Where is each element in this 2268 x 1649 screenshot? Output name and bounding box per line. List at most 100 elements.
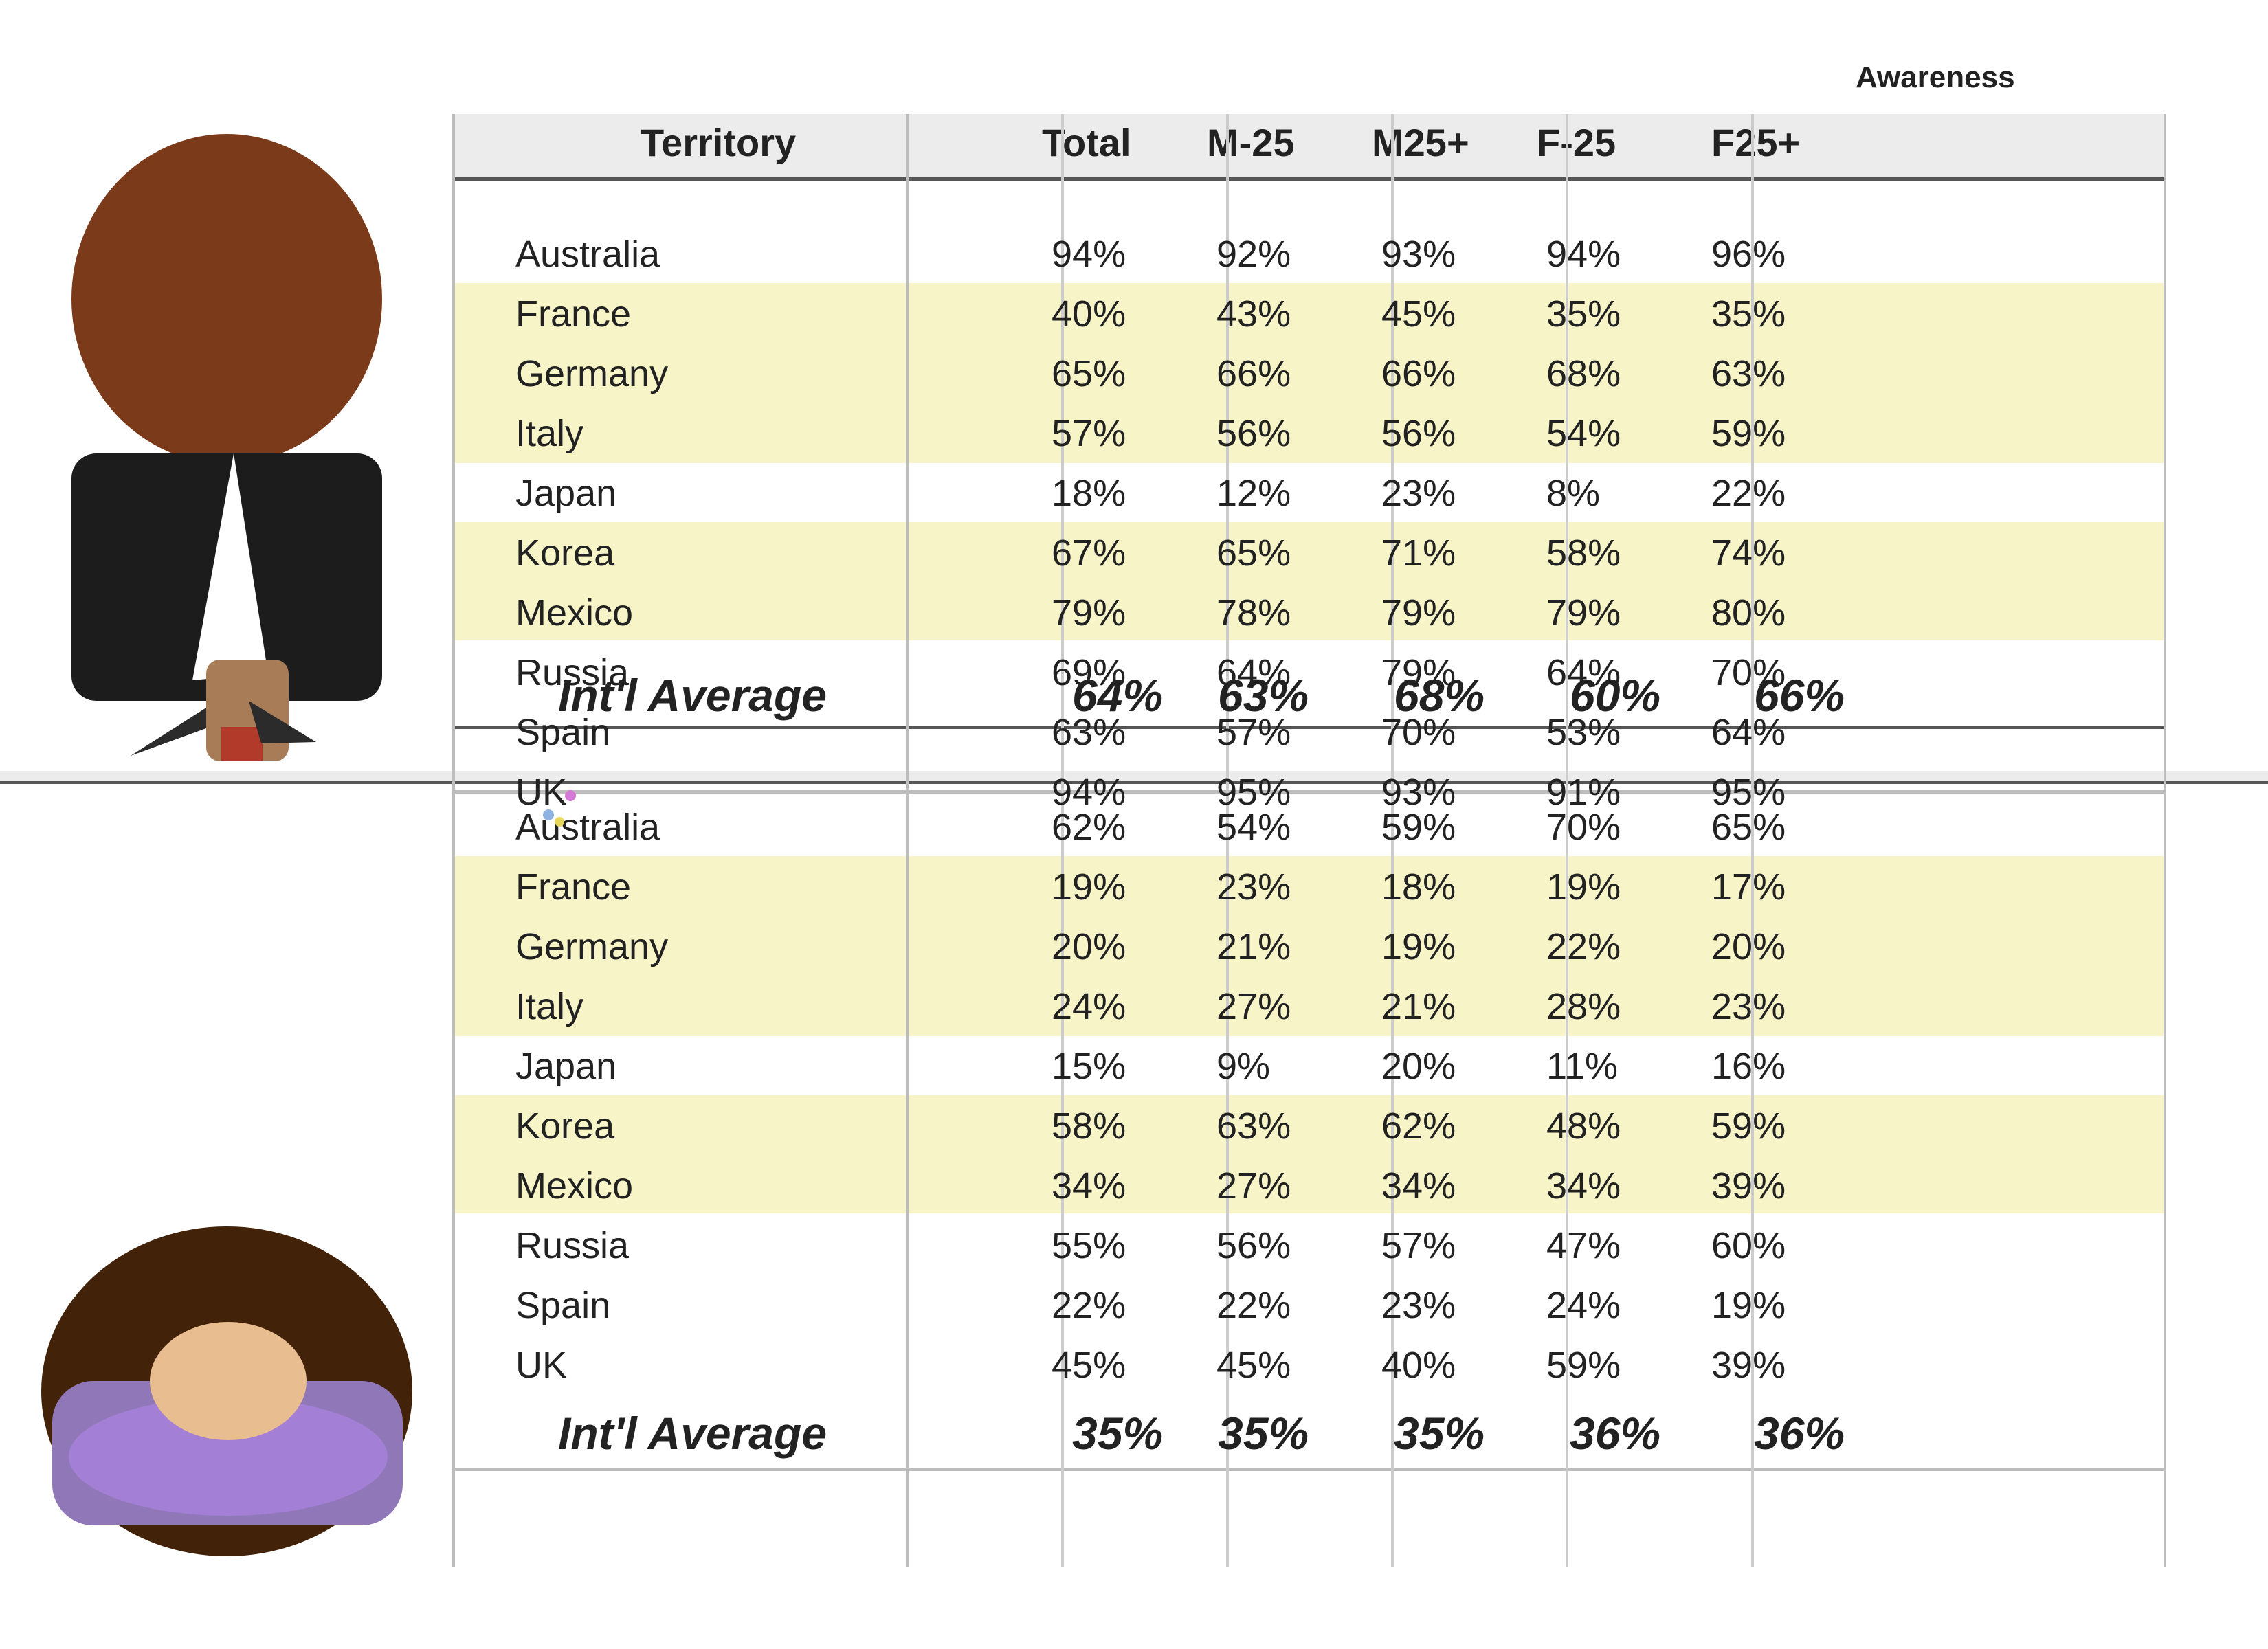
grid-line-left <box>452 114 455 1567</box>
table-cell-value: 94% <box>1546 234 1621 275</box>
table-cell-value: 69% <box>1052 652 1126 693</box>
table-cell-value: 45% <box>1216 1345 1291 1386</box>
average-value: 64% <box>1072 670 1164 721</box>
average-value: 36% <box>1754 1408 1845 1459</box>
table-cell-value: 63% <box>1052 712 1126 753</box>
average-value: 35% <box>1218 1408 1309 1459</box>
table-cell-value: 70% <box>1381 712 1456 753</box>
grid-line-f25 <box>1566 114 1568 1567</box>
table-cell-value: 54% <box>1546 413 1621 454</box>
table-cell-value: 78% <box>1216 592 1291 633</box>
table-cell-value: 67% <box>1052 532 1126 574</box>
table-row-territory: Japan <box>515 473 617 514</box>
table-cell-value: 27% <box>1216 1165 1291 1207</box>
table-row-territory: France <box>515 293 632 335</box>
table-cell-value: 18% <box>1381 866 1456 908</box>
table-cell-value: 27% <box>1216 986 1291 1027</box>
table-cell-value: 35% <box>1711 293 1786 335</box>
table-cell-value: 21% <box>1381 986 1456 1027</box>
grid-line-m25 <box>1226 114 1229 1567</box>
table-cell-value: 39% <box>1711 1165 1786 1207</box>
table-cell-value: 58% <box>1546 532 1621 574</box>
table-cell-value: 64% <box>1216 652 1291 693</box>
header-rule <box>455 177 2166 181</box>
table-cell-value: 20% <box>1711 926 1786 967</box>
table-cell-value: 23% <box>1381 1285 1456 1326</box>
table-cell-value: 70% <box>1546 807 1621 848</box>
table-row-territory: Australia <box>515 234 660 275</box>
table-cell-value: 65% <box>1216 532 1291 574</box>
row-highlight-band <box>455 1095 2166 1213</box>
table-cell-value: 70% <box>1711 652 1786 693</box>
table-row-territory: Mexico <box>515 1165 634 1207</box>
average-label: Int'l Average <box>558 670 827 721</box>
table-cell-value: 74% <box>1711 532 1786 574</box>
table-cell-value: 22% <box>1546 926 1621 967</box>
table-cell-value: 11% <box>1546 1046 1619 1087</box>
average-value: 66% <box>1754 670 1845 721</box>
table-cell-value: 24% <box>1052 986 1126 1027</box>
table-cell-value: 34% <box>1546 1165 1621 1207</box>
table-cell-value: 35% <box>1546 293 1621 335</box>
table-cell-value: 19% <box>1711 1285 1786 1326</box>
table-cell-value: 53% <box>1546 712 1621 753</box>
row-highlight-band <box>455 522 2166 640</box>
table-cell-value: 59% <box>1711 1106 1786 1147</box>
header-total: Total <box>1042 121 1131 164</box>
section-divider-band <box>0 771 2268 782</box>
table-cell-value: 62% <box>1052 807 1126 848</box>
header-territory: Territory <box>641 121 797 164</box>
table-cell-value: 55% <box>1052 1225 1126 1266</box>
table-cell-value: 95% <box>1216 772 1291 813</box>
table-cell-value: 62% <box>1381 1106 1456 1147</box>
table-cell-value: 79% <box>1381 592 1456 633</box>
table-cell-value: 79% <box>1546 592 1621 633</box>
table-row-territory: Japan <box>515 1046 617 1087</box>
table-row-territory: UK <box>515 772 568 813</box>
table-cell-value: 19% <box>1381 926 1456 967</box>
table-cell-value: 20% <box>1381 1046 1456 1087</box>
table-row-territory: Germany <box>515 353 669 394</box>
table-cell-value: 45% <box>1052 1345 1126 1386</box>
table-cell-value: 65% <box>1711 807 1786 848</box>
table-row-territory: Spain <box>515 712 611 753</box>
table-cell-value: 12% <box>1216 473 1291 514</box>
table-cell-value: 64% <box>1711 712 1786 753</box>
table-row-territory: Spain <box>515 1285 611 1326</box>
section-divider-line <box>0 781 2268 784</box>
table-cell-value: 68% <box>1546 353 1621 394</box>
table-row-territory: Australia <box>515 807 660 848</box>
table-cell-value: 43% <box>1216 293 1291 335</box>
table-cell-value: 56% <box>1216 1225 1291 1266</box>
table-cell-value: 40% <box>1381 1345 1456 1386</box>
table-cell-value: 19% <box>1546 866 1621 908</box>
table-cell-value: 39% <box>1711 1345 1786 1386</box>
table-cell-value: 57% <box>1216 712 1291 753</box>
table-cell-value: 79% <box>1381 652 1456 693</box>
table-cell-value: 93% <box>1381 772 1456 813</box>
table-cell-value: 47% <box>1546 1225 1621 1266</box>
awareness-title: Awareness <box>1856 60 2015 94</box>
header-f-under-25: F-25 <box>1537 121 1616 164</box>
header-m-under-25: M-25 <box>1207 121 1295 164</box>
table-cell-value: 80% <box>1711 592 1786 633</box>
table-cell-value: 17% <box>1711 866 1786 908</box>
table-row-territory: Korea <box>515 1106 615 1147</box>
table-cell-value: 57% <box>1381 1225 1456 1266</box>
average-value: 35% <box>1072 1408 1164 1459</box>
grid-line-total <box>1061 114 1064 1567</box>
header-f-25-plus: F25+ <box>1711 121 1801 164</box>
table-cell-value: 21% <box>1216 926 1291 967</box>
table-cell-value: 23% <box>1711 986 1786 1027</box>
average-rule <box>455 726 2166 729</box>
table-row-territory: Russia <box>515 1225 630 1266</box>
table-cell-value: 96% <box>1711 234 1786 275</box>
table-row-territory: Italy <box>515 413 584 454</box>
table-cell-value: 23% <box>1216 866 1291 908</box>
table-cell-value: 93% <box>1381 234 1456 275</box>
table-cell-value: 16% <box>1711 1046 1786 1087</box>
table-cell-value: 34% <box>1381 1165 1456 1207</box>
grid-line-right <box>2164 114 2166 1567</box>
average-label: Int'l Average <box>558 1408 827 1459</box>
table-cell-value: 18% <box>1052 473 1126 514</box>
